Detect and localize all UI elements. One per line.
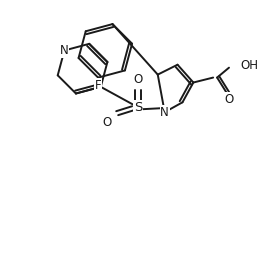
Text: OH: OH xyxy=(241,59,259,72)
Text: F: F xyxy=(95,79,102,92)
Text: O: O xyxy=(103,116,112,129)
Text: N: N xyxy=(160,106,169,119)
Text: O: O xyxy=(133,73,143,86)
Text: N: N xyxy=(60,44,69,57)
Text: O: O xyxy=(224,93,234,106)
Text: S: S xyxy=(134,101,142,114)
